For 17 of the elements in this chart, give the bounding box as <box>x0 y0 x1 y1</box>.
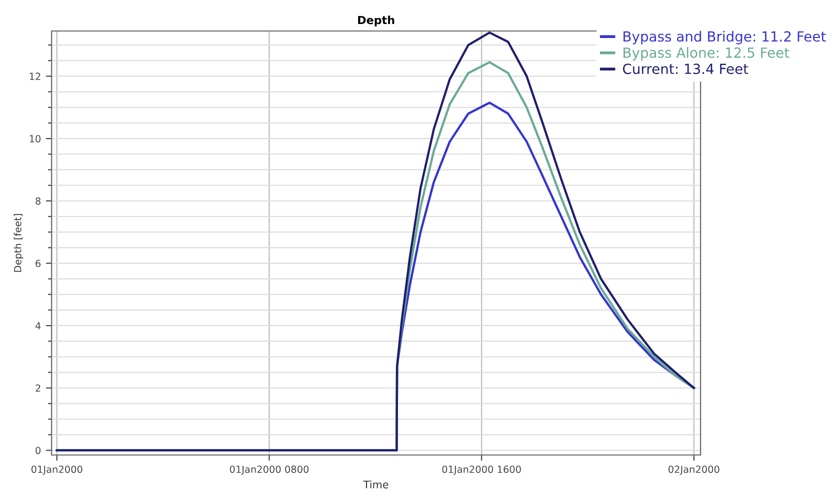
y-axis-title: Depth [feet] <box>14 214 24 272</box>
x-axis-title: Time <box>363 480 388 488</box>
y-tick-label: 0 <box>36 446 41 454</box>
y-tick-label: 10 <box>30 135 41 142</box>
y-tick-label: 4 <box>35 322 41 330</box>
chart-title: Depth <box>358 16 394 26</box>
y-tick-label: 8 <box>36 197 40 205</box>
x-tick-label: 01Jan2000 <box>31 466 82 475</box>
x-tick-label: 01Jan2000 0800 <box>230 466 309 475</box>
y-tick-label: 12 <box>30 72 40 80</box>
y-tick-label: 6 <box>36 260 41 268</box>
x-tick-label: 02Jan2000 <box>668 466 720 475</box>
x-tick-label: 01Jan2000 1600 <box>442 466 521 475</box>
legend-label: Current: 13.4 Feet <box>622 64 748 74</box>
legend-label: Bypass Alone: 12.5 Feet <box>624 47 790 61</box>
y-tick-label: 2 <box>36 384 40 392</box>
legend-label: Bypass and Bridge: 11.2 Feet <box>624 30 826 44</box>
